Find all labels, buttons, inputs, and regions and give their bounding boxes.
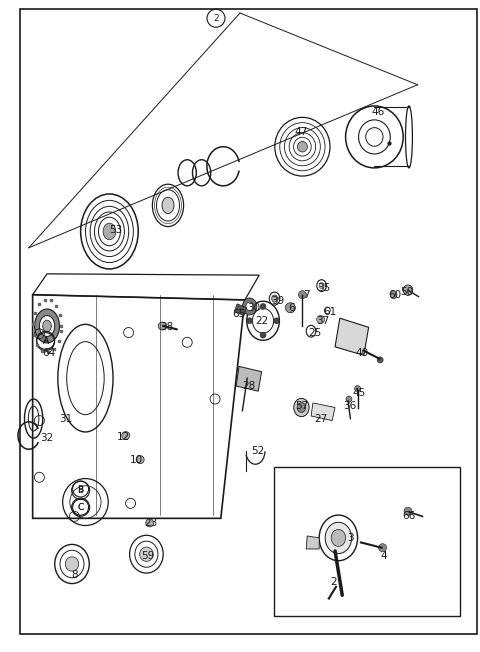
- Ellipse shape: [403, 285, 413, 295]
- Text: 27: 27: [314, 413, 327, 424]
- Ellipse shape: [331, 529, 346, 546]
- Ellipse shape: [65, 557, 79, 571]
- Text: 23: 23: [144, 518, 158, 528]
- Ellipse shape: [297, 402, 306, 412]
- Ellipse shape: [298, 141, 307, 152]
- Circle shape: [136, 456, 144, 464]
- Text: 46: 46: [372, 107, 385, 117]
- Circle shape: [260, 332, 266, 338]
- Ellipse shape: [103, 223, 116, 240]
- Text: 2: 2: [330, 576, 337, 587]
- Text: 50: 50: [400, 287, 414, 297]
- Circle shape: [122, 432, 130, 439]
- Text: B: B: [78, 484, 84, 494]
- Text: 47: 47: [295, 126, 308, 137]
- Ellipse shape: [319, 282, 324, 288]
- Ellipse shape: [325, 522, 351, 554]
- Polygon shape: [234, 304, 247, 316]
- Circle shape: [247, 318, 252, 324]
- Circle shape: [346, 396, 352, 402]
- Text: 6: 6: [288, 303, 295, 313]
- Text: 10: 10: [130, 454, 144, 465]
- Ellipse shape: [162, 197, 174, 213]
- Text: 52: 52: [252, 446, 265, 456]
- Circle shape: [299, 291, 306, 299]
- Circle shape: [377, 357, 383, 363]
- Text: 31: 31: [60, 413, 73, 424]
- Text: 7: 7: [303, 289, 310, 300]
- Text: 37: 37: [316, 316, 329, 326]
- Circle shape: [158, 322, 166, 330]
- Text: 60: 60: [388, 289, 401, 300]
- Ellipse shape: [246, 303, 253, 311]
- Circle shape: [274, 318, 279, 324]
- Circle shape: [355, 385, 360, 392]
- Polygon shape: [236, 366, 262, 391]
- Text: 45: 45: [352, 387, 366, 398]
- Ellipse shape: [294, 398, 309, 417]
- Ellipse shape: [39, 316, 55, 336]
- Text: 40: 40: [356, 348, 369, 359]
- Text: 2: 2: [213, 14, 219, 23]
- Text: C: C: [77, 503, 84, 512]
- Text: 64: 64: [42, 348, 56, 359]
- Polygon shape: [335, 318, 369, 355]
- Text: 59: 59: [141, 550, 155, 561]
- Text: 57: 57: [295, 400, 308, 411]
- Text: 39: 39: [271, 296, 284, 306]
- Text: 38: 38: [160, 322, 174, 333]
- Text: 32: 32: [40, 433, 54, 443]
- Text: 61: 61: [324, 306, 337, 317]
- Text: 25: 25: [308, 327, 321, 338]
- Text: 36: 36: [343, 400, 356, 411]
- Polygon shape: [311, 403, 335, 421]
- Text: 3: 3: [347, 533, 354, 543]
- Ellipse shape: [390, 291, 397, 299]
- Text: A: A: [43, 337, 48, 346]
- Text: 30: 30: [247, 303, 260, 313]
- Text: 66: 66: [402, 511, 416, 522]
- Circle shape: [379, 544, 386, 552]
- Ellipse shape: [35, 309, 60, 343]
- Bar: [274, 467, 460, 616]
- Text: 22: 22: [255, 316, 268, 326]
- Text: C: C: [77, 503, 84, 512]
- Ellipse shape: [242, 298, 257, 315]
- Text: 28: 28: [242, 381, 255, 391]
- Text: A: A: [43, 336, 48, 345]
- Text: 65: 65: [232, 309, 246, 319]
- Ellipse shape: [43, 320, 51, 332]
- Polygon shape: [306, 536, 319, 549]
- Text: 12: 12: [117, 432, 131, 442]
- Text: 53: 53: [109, 224, 123, 235]
- Circle shape: [146, 519, 154, 527]
- Circle shape: [317, 316, 324, 323]
- Circle shape: [260, 303, 266, 310]
- Ellipse shape: [140, 547, 153, 561]
- Circle shape: [286, 303, 295, 313]
- Circle shape: [404, 507, 412, 515]
- Text: 8: 8: [71, 570, 78, 580]
- Text: 4: 4: [381, 550, 387, 561]
- Ellipse shape: [272, 295, 277, 303]
- Text: B: B: [78, 486, 84, 495]
- Text: 35: 35: [317, 283, 331, 293]
